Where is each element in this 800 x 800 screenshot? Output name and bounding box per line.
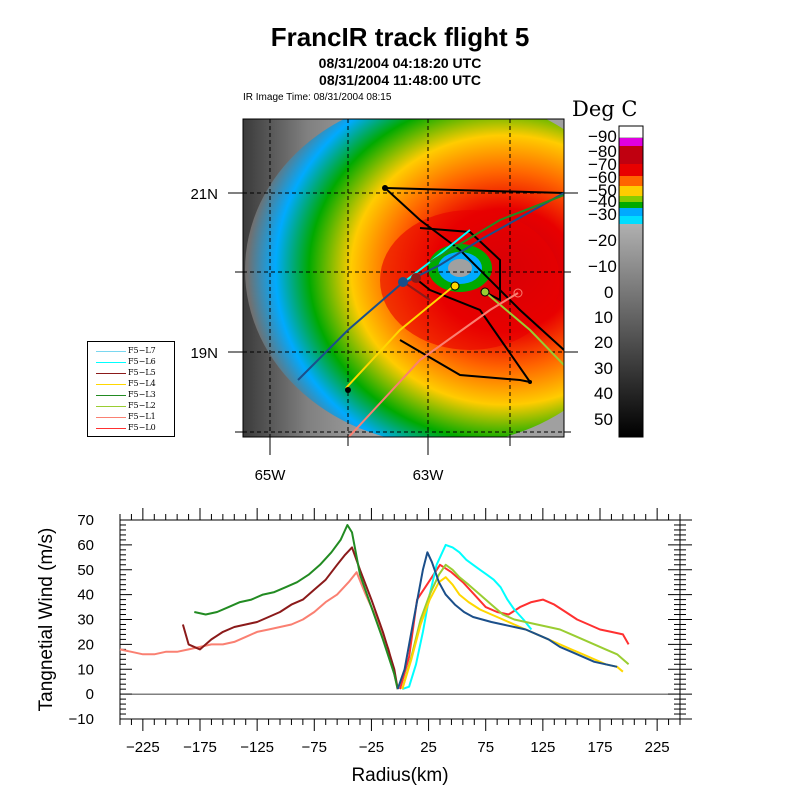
x-tick-label: −225 <box>126 739 160 756</box>
legend-label: F5−L1 <box>128 412 156 421</box>
lon-tick-65w: 65W <box>255 467 287 484</box>
ir-image-time: IR Image Time: 08/31/2004 08:15 <box>243 92 392 103</box>
svg-text:50: 50 <box>594 410 613 429</box>
wind-series-4 <box>401 543 533 691</box>
x-tick-label: −125 <box>240 739 274 756</box>
wind-series-2 <box>194 524 399 690</box>
y-tick-label: 60 <box>77 537 94 554</box>
lat-tick-21n: 21N <box>190 186 218 203</box>
y-axis-label: Tangnetial Wind (m/s) <box>36 528 57 712</box>
svg-text:−30: −30 <box>588 205 617 224</box>
y-tick-label: 50 <box>77 562 94 579</box>
legend-label: F5−L3 <box>128 390 156 399</box>
chart-title: FrancIR track flight 5 <box>270 22 530 52</box>
legend-entry-f5-l5: F5−L5 <box>88 368 174 378</box>
legend-label: F5−L5 <box>128 368 156 377</box>
legend-label: F5−L7 <box>128 346 156 355</box>
x-axis-label: Radius(km) <box>351 765 448 786</box>
x-tick-label: −175 <box>183 739 217 756</box>
x-tick-label: 225 <box>645 739 670 756</box>
svg-text:−90: −90 <box>588 127 617 146</box>
svg-text:10: 10 <box>594 308 613 327</box>
svg-text:−70: −70 <box>588 155 617 174</box>
y-tick-label: 10 <box>77 661 94 678</box>
legend-swatch <box>96 428 126 429</box>
x-tick-label: 175 <box>587 739 612 756</box>
legend-label: F5−L4 <box>128 379 156 388</box>
map-frame <box>242 118 565 438</box>
wind-series-6 <box>401 576 624 690</box>
y-tick-label: 20 <box>77 636 94 653</box>
track-markers <box>345 185 532 393</box>
svg-text:−60: −60 <box>588 168 617 187</box>
y-tick-label: 70 <box>77 512 94 529</box>
svg-text:−80: −80 <box>588 142 617 161</box>
x-tick-label: −25 <box>359 739 384 756</box>
svg-text:0: 0 <box>604 283 613 302</box>
legend-swatch <box>96 362 126 363</box>
colorbar <box>618 125 644 438</box>
legend-entry-f5-l2: F5−L2 <box>88 401 174 411</box>
svg-text:30: 30 <box>594 359 613 378</box>
legend-label: F5−L2 <box>128 401 156 410</box>
legend-label: F5−L0 <box>128 423 156 432</box>
x-tick-label: −75 <box>302 739 327 756</box>
plot-frame <box>119 519 681 720</box>
legend-swatch <box>96 351 126 352</box>
svg-text:−50: −50 <box>588 181 617 200</box>
y-tick-label: −10 <box>69 711 94 728</box>
wind-series-7 <box>396 551 618 690</box>
lat-tick-19n: 19N <box>190 345 218 362</box>
legend-entry-f5-l4: F5−L4 <box>88 379 174 389</box>
legend-swatch <box>96 384 126 385</box>
legend-entry-f5-l3: F5−L3 <box>88 390 174 400</box>
y-tick-label: 0 <box>86 686 94 703</box>
wind-series-5 <box>401 563 630 690</box>
svg-text:−40: −40 <box>588 192 617 211</box>
y-tick-label: 30 <box>77 612 94 629</box>
map-legend: F5−L7 F5−L6 F5−L5 F5−L4 F5−L3 F5−L2 F5−L1 F5−L0 <box>87 341 175 437</box>
svg-text:−10: −10 <box>588 257 617 276</box>
legend-label: F5−L6 <box>128 357 156 366</box>
wind-series-1 <box>181 546 399 690</box>
x-tick-label: 75 <box>477 739 494 756</box>
legend-swatch <box>96 417 126 418</box>
svg-text:40: 40 <box>594 384 613 403</box>
x-tick-label: 125 <box>530 739 555 756</box>
legend-swatch <box>96 406 126 407</box>
legend-entry-f5-l7: F5−L7 <box>88 346 174 356</box>
svg-text:20: 20 <box>594 333 613 352</box>
y-tick-label: 40 <box>77 587 94 604</box>
wind-series-0 <box>119 571 399 690</box>
legend-entry-f5-l0: F5−L0 <box>88 423 174 433</box>
legend-entry-f5-l6: F5−L6 <box>88 357 174 367</box>
x-tick-label: 25 <box>420 739 437 756</box>
svg-text:−20: −20 <box>588 231 617 250</box>
colorbar-labels: −90 −80 −70 −60 −50 −40 −30 −20 −10 0 10… <box>588 127 617 429</box>
legend-swatch <box>96 395 126 396</box>
chart-subtitle-end-time: 08/31/2004 11:48:00 UTC <box>319 72 481 88</box>
map-axis-ticks <box>228 192 578 455</box>
colorbar-title: Deg C <box>572 97 638 121</box>
legend-entry-f5-l1: F5−L1 <box>88 412 174 422</box>
legend-swatch <box>96 373 126 374</box>
map-gridlines <box>243 119 564 437</box>
chart-subtitle-start-time: 08/31/2004 04:18:20 UTC <box>318 55 482 71</box>
lon-tick-63w: 63W <box>413 467 445 484</box>
